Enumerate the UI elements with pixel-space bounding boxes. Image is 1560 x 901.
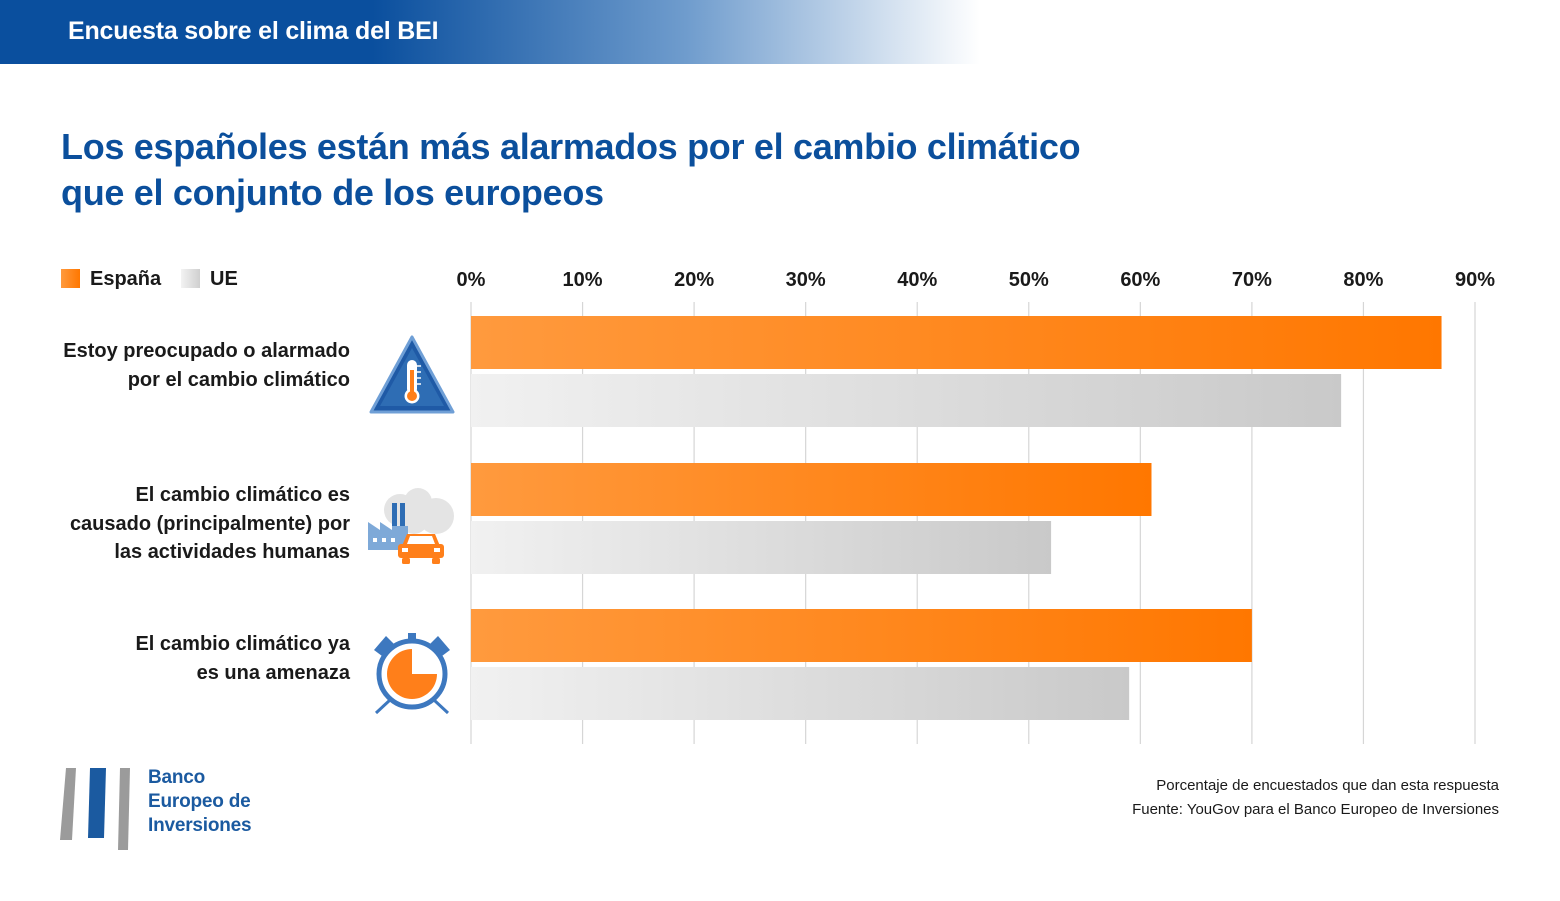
x-tick-label: 10% — [563, 269, 603, 291]
chart-footnote: Porcentaje de encuestados que dan esta r… — [1132, 774, 1499, 822]
legend-swatch-ue — [181, 269, 200, 288]
eib-logo-text: Banco Europeo de Inversiones — [148, 766, 252, 838]
bar-chart: 0% 10% 20% 30% 40% 50% 60% 70% 80% 90% — [457, 269, 1496, 744]
bars — [471, 316, 1442, 720]
category-label-line: El cambio climático es — [135, 484, 350, 506]
footnote-source: Fuente: YouGov para el Banco Europeo de … — [1132, 801, 1499, 818]
legend-label-espana: España — [90, 268, 162, 290]
bar-espana — [471, 316, 1442, 369]
bar-ue — [471, 667, 1130, 720]
x-tick-label: 0% — [457, 269, 486, 291]
headline-line-2: que el conjunto de los europeos — [61, 172, 604, 213]
category-label-line: causado (principalmente) por — [69, 512, 350, 535]
bar-espana — [471, 609, 1252, 662]
x-tick-label: 70% — [1232, 269, 1272, 291]
category-label-human-caused: El cambio climático es causado (principa… — [50, 481, 350, 567]
banner-title: Encuesta sobre el clima del BEI — [68, 17, 439, 45]
bar-ue — [471, 521, 1052, 574]
bar-ue — [471, 374, 1342, 427]
legend-label-ue: UE — [210, 268, 238, 290]
category-label-line: por el cambio climático — [127, 368, 350, 391]
x-axis-ticks: 0% 10% 20% 30% 40% 50% 60% 70% 80% 90% — [457, 269, 1496, 291]
legend-swatch-espana — [61, 269, 80, 288]
chart-headline: Los españoles están más alarmados por el… — [61, 124, 1161, 216]
x-tick-label: 20% — [674, 269, 714, 291]
category-label-alarmed: Estoy preocupado o alarmado por el cambi… — [50, 337, 350, 394]
x-tick-label: 30% — [786, 269, 826, 291]
category-label-line: Estoy preocupado o alarmado — [63, 340, 350, 362]
category-label-line: es una amenaza — [196, 661, 350, 684]
category-label-line: las actividades humanas — [114, 541, 350, 563]
footnote-note: Porcentaje de encuestados que dan esta r… — [1156, 777, 1499, 794]
category-label-threat: El cambio climático ya es una amenaza — [50, 630, 350, 687]
logo-line-2: Europeo de — [148, 791, 251, 812]
x-tick-label: 60% — [1120, 269, 1160, 291]
x-tick-label: 80% — [1343, 269, 1383, 291]
bar-espana — [471, 463, 1152, 516]
header-banner: Encuesta sobre el clima del BEI — [0, 0, 980, 64]
logo-line-3: Inversiones — [148, 815, 252, 836]
headline-line-1: Los españoles están más alarmados por el… — [61, 126, 1081, 167]
x-tick-label: 40% — [897, 269, 937, 291]
logo-line-1: Banco — [148, 767, 206, 788]
category-label-line: El cambio climático ya — [135, 633, 350, 655]
eib-logo-icon — [60, 768, 130, 850]
x-tick-label: 90% — [1455, 269, 1495, 291]
x-tick-label: 50% — [1009, 269, 1049, 291]
thermometer-warning-icon — [369, 335, 455, 414]
factory-car-pollution-icon — [368, 488, 454, 564]
alarm-clock-icon — [374, 633, 450, 715]
